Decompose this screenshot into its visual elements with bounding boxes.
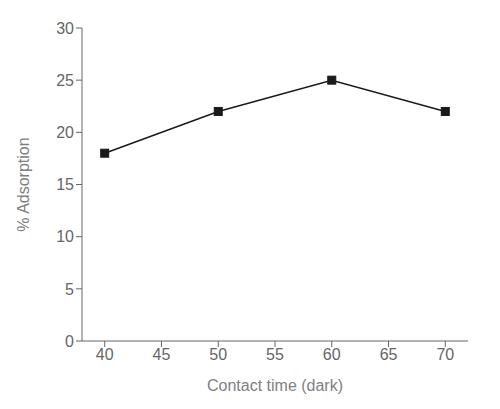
svg-text:70: 70 — [436, 346, 454, 363]
svg-text:30: 30 — [56, 20, 74, 37]
svg-text:45: 45 — [153, 346, 171, 363]
svg-text:% Adsorption: % Adsorption — [15, 137, 32, 231]
svg-text:60: 60 — [323, 346, 341, 363]
svg-text:15: 15 — [56, 176, 74, 193]
svg-text:Contact time (dark): Contact time (dark) — [207, 377, 343, 394]
svg-text:50: 50 — [209, 346, 227, 363]
svg-text:55: 55 — [266, 346, 284, 363]
svg-text:10: 10 — [56, 228, 74, 245]
svg-text:5: 5 — [65, 281, 74, 298]
svg-text:40: 40 — [96, 346, 114, 363]
svg-text:65: 65 — [380, 346, 398, 363]
svg-text:25: 25 — [56, 72, 74, 89]
svg-text:0: 0 — [65, 333, 74, 350]
svg-text:20: 20 — [56, 124, 74, 141]
